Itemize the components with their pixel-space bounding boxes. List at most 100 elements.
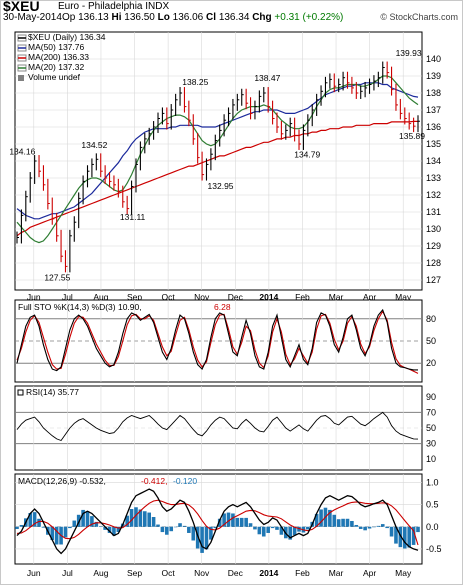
volume-legend-swatch [18, 75, 24, 81]
macd-histogram-bar [226, 512, 231, 527]
price-x-label: Sep [127, 292, 142, 302]
macd-histogram-bar [367, 526, 372, 529]
macd-histogram-bar [138, 509, 143, 527]
macd-histogram-bar [142, 511, 147, 527]
price-annotation: 131.11 [120, 212, 146, 222]
macd-histogram-bar [253, 526, 257, 530]
macd-histogram-bar [235, 517, 240, 527]
symbol-label: $XEU [3, 0, 40, 14]
price-x-label: Aug [93, 292, 108, 302]
macd-histogram-bar [191, 526, 196, 541]
macd-histogram-bar [169, 526, 174, 532]
change-value: +0.31 (+0.22%) [274, 12, 344, 23]
macd-histogram-bar [107, 526, 112, 533]
macd-x-label: Mar [329, 568, 344, 578]
price-annotation: 134.79 [294, 150, 320, 160]
macd-histogram-bar [402, 526, 407, 549]
macd-histogram-bar [332, 514, 337, 527]
macd-histogram-bar [345, 518, 350, 527]
price-annotation: 138.25 [182, 77, 208, 87]
macd-histogram-bar [389, 526, 394, 537]
price-tick-label: 128 [426, 258, 441, 268]
macd-histogram-bar [380, 524, 385, 527]
price-x-label: Apr [363, 292, 376, 302]
ma50-legend-label: MA(50) 137.76 [28, 42, 84, 52]
macd-histogram-bar [239, 517, 244, 527]
macd-histogram-bar [261, 526, 266, 537]
macd-x-label: Oct [162, 568, 176, 578]
price-x-label: Feb [295, 292, 310, 302]
macd-histogram-bar [54, 526, 59, 545]
rsi-legend-box [17, 389, 24, 396]
macd-histogram-bar [32, 512, 37, 527]
price-x-label: May [395, 292, 412, 302]
price-legend-label: $XEU (Daily) 136.34 [28, 32, 106, 42]
macd-x-label: May [395, 568, 412, 578]
high-value: 136.50 [124, 12, 155, 23]
macd-legend-label: MACD(12,26,9) -0.532, [18, 476, 106, 486]
macd-tick-label: 1.0 [426, 477, 439, 487]
index-name: Euro - Philadelphia INDX [58, 1, 170, 12]
macd-histogram-bar [354, 524, 359, 527]
macd-histogram-bar [336, 519, 341, 527]
stoch-legend-label: Full STO %K(14,3) %D(3) 10.90, [18, 302, 142, 312]
volume-legend-label: Volume undef [28, 72, 81, 82]
price-tick-label: 140 [426, 54, 441, 64]
stoch-d-legend-value: 6.28 [214, 302, 231, 312]
ma200-line [16, 120, 418, 237]
macd-histogram-bar [411, 526, 416, 545]
macd-x-label: Dec [228, 568, 244, 578]
price-annotation: 132.95 [208, 181, 234, 191]
price-tick-label: 132 [426, 190, 441, 200]
stockcharts-credit[interactable]: © StockCharts.com [380, 12, 458, 22]
quote-date: 30-May-2014 [3, 12, 62, 23]
price-x-label: Nov [194, 292, 210, 302]
macd-histogram-bar [173, 526, 178, 528]
macd-histogram-bar [385, 526, 389, 529]
rsi-tick-label: 90 [426, 392, 436, 402]
macd-histogram-bar [209, 526, 213, 540]
price-tick-label: 135 [426, 139, 441, 149]
macd-histogram-bar [319, 509, 323, 527]
macd-histogram-bar [394, 526, 398, 544]
ma20-line [16, 75, 419, 244]
macd-histogram-bar [222, 513, 226, 527]
macd-histogram-bar [85, 511, 90, 527]
close-value: 136.34 [218, 12, 250, 23]
macd-histogram-bar [341, 518, 345, 527]
rsi-tick-label: 70 [426, 407, 436, 417]
rsi-legend-label: RSI(14) 35.77 [26, 387, 79, 397]
macd-histogram-bar [350, 520, 354, 527]
macd-x-label: Aug [93, 568, 108, 578]
stoch-d-line [16, 310, 419, 374]
price-annotation: 135.89 [399, 131, 425, 141]
macd-histogram-bar [178, 523, 182, 527]
macd-tick-label: 0.5 [426, 500, 439, 510]
macd-x-label: Jun [27, 568, 41, 578]
macd-histogram-bar [151, 517, 156, 527]
price-x-label: Oct [162, 292, 176, 302]
macd-histogram-bar [68, 526, 72, 529]
price-annotation: 139.93 [396, 48, 422, 58]
macd-histogram-bar [257, 526, 262, 535]
macd-histogram-bar [306, 526, 310, 530]
macd-histogram-bar [416, 526, 420, 533]
price-annotation: 127.55 [44, 273, 70, 283]
macd-histogram-bar [50, 526, 55, 541]
price-tick-label: 137 [426, 105, 441, 115]
macd-x-label: Feb [295, 568, 310, 578]
macd-histogram-bar [266, 526, 270, 533]
macd-tick-label: 0.0 [426, 522, 439, 532]
macd-signal-line [16, 499, 419, 546]
price-tick-label: 127 [426, 275, 441, 285]
macd-histogram-bar [204, 526, 209, 550]
price-x-label: Jun [27, 292, 41, 302]
price-tick-label: 134 [426, 156, 441, 166]
macd-histogram-bar [28, 513, 33, 527]
macd-hist-legend-value: -0.120 [173, 476, 197, 486]
macd-histogram-bar [248, 523, 253, 527]
price-x-label: Jul [62, 292, 73, 302]
stoch-tick-label: 20 [426, 358, 436, 368]
macd-histogram-bar [112, 526, 116, 536]
